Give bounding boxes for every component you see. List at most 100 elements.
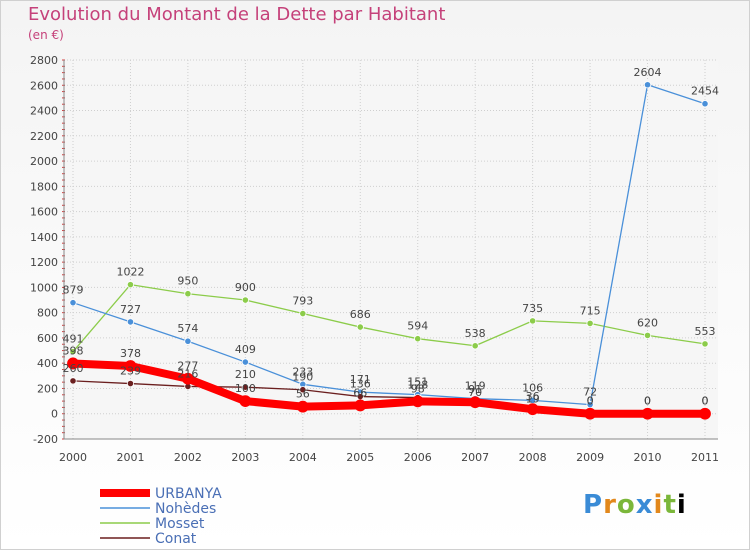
data-label-conat: 70 [468, 386, 482, 399]
y-tick-label: 2000 [30, 155, 58, 168]
x-tick-label: 2011 [691, 451, 719, 464]
x-tick-label: 2006 [404, 451, 432, 464]
x-tick-label: 2005 [346, 451, 374, 464]
data-label-urbanya: 378 [120, 347, 141, 360]
data-label-conat: 190 [292, 371, 313, 384]
x-tick-label: 2002 [174, 451, 202, 464]
x-tick-label: 2000 [59, 451, 87, 464]
y-tick-label: 1800 [30, 180, 58, 193]
y-tick-label: 0 [51, 408, 58, 421]
legend-label-urbanya: URBANYA [155, 486, 222, 502]
data-point-mosset [414, 335, 422, 343]
data-label-nohdes: 106 [522, 381, 543, 394]
data-label-mosset: 553 [695, 325, 716, 338]
data-label-mosset: 793 [292, 295, 313, 308]
data-point-urbanya [124, 360, 137, 372]
data-label-urbanya: 36 [526, 390, 540, 403]
data-point-urbanya [296, 400, 309, 413]
data-label-conat: 19 [526, 392, 540, 405]
data-point-urbanya [182, 372, 194, 385]
data-label-urbanya: 0 [702, 395, 709, 408]
y-tick-label: 2600 [30, 79, 58, 92]
data-label-mosset: 686 [350, 308, 371, 321]
data-point-nohdes [643, 81, 652, 89]
data-label-urbanya: 98 [411, 382, 425, 395]
legend-label-mosset: Mosset [155, 516, 205, 532]
data-point-urbanya [67, 357, 79, 370]
data-label-mosset: 735 [522, 302, 543, 315]
y-tick-label: 1600 [30, 206, 58, 219]
series-line-mosset [72, 283, 706, 353]
data-label-mosset: 594 [407, 320, 428, 333]
data-label-urbanya: 398 [63, 344, 84, 357]
data-point-urbanya [526, 403, 539, 416]
data-label-nohdes: 727 [120, 303, 141, 316]
data-label-mosset: 900 [235, 281, 256, 294]
data-label-conat: 239 [120, 365, 141, 378]
data-label-mosset: 1022 [116, 266, 144, 279]
x-tick-label: 2003 [231, 451, 259, 464]
data-label-urbanya: 66 [353, 386, 367, 399]
data-point-nohdes [241, 358, 249, 366]
y-tick-label: 2200 [30, 130, 58, 143]
data-point-mosset [299, 309, 307, 318]
data-label-nohdes: 574 [177, 322, 198, 335]
data-label-conat: 0 [587, 395, 594, 408]
x-tick-label: 2004 [289, 451, 317, 464]
data-label-nohdes: 72 [583, 386, 597, 399]
data-label-conat: 210 [235, 368, 256, 381]
data-point-mosset [184, 290, 192, 298]
data-point-nohdes [69, 299, 77, 307]
y-tick-label: 600 [37, 332, 58, 345]
data-point-mosset [241, 296, 249, 304]
data-label-mosset: 620 [637, 316, 658, 329]
data-label-conat: 260 [63, 362, 84, 375]
data-point-mosset [586, 319, 594, 328]
data-label-urbanya: 0 [644, 395, 651, 408]
data-label-conat: 0 [702, 395, 709, 408]
data-label-nohdes: 171 [350, 373, 371, 386]
x-tick-label: 2010 [634, 451, 662, 464]
data-label-conat: 128 [407, 379, 428, 392]
chart-title: Evolution du Montant de la Dette par Hab… [28, 4, 446, 25]
y-tick-label: 1200 [30, 256, 58, 269]
proxiti-logo: Proxiti [583, 490, 687, 520]
y-tick-label: 400 [37, 357, 58, 370]
data-point-nohdes [126, 318, 135, 326]
chart-subtitle: (en €) [28, 28, 64, 42]
data-label-conat: 216 [177, 367, 198, 380]
data-point-urbanya [239, 395, 252, 408]
y-tick-label: 2400 [30, 105, 58, 118]
data-point-urbanya [411, 395, 424, 408]
y-tick-label: 200 [37, 382, 58, 395]
data-point-nohdes [184, 337, 192, 345]
data-point-mosset [643, 331, 652, 340]
plot-area [64, 60, 718, 439]
data-point-mosset [529, 317, 537, 325]
data-label-conat: 136 [350, 378, 371, 391]
data-label-nohdes: 233 [292, 365, 313, 378]
series-line-urbanya [69, 359, 709, 418]
x-tick-label: 2008 [519, 451, 547, 464]
data-point-conat [69, 377, 77, 385]
data-point-urbanya [354, 399, 367, 412]
data-point-mosset [126, 281, 135, 289]
data-label-mosset: 538 [465, 327, 486, 340]
data-label-nohdes: 119 [465, 380, 486, 393]
y-tick-label: 2800 [30, 54, 58, 67]
series-line-nohdes [72, 84, 706, 406]
data-label-conat: 0 [644, 395, 651, 408]
data-point-mosset [471, 342, 479, 350]
y-tick-label: 1000 [30, 281, 58, 294]
data-label-nohdes: 879 [63, 284, 84, 297]
data-label-urbanya: 0 [587, 395, 594, 408]
y-tick-label: 1400 [30, 231, 58, 244]
x-tick-label: 2007 [461, 451, 489, 464]
data-point-urbanya [641, 407, 654, 420]
data-label-nohdes: 151 [407, 376, 428, 389]
data-label-nohdes: 2604 [634, 66, 662, 79]
y-tick-label: 800 [37, 307, 58, 320]
data-point-mosset [69, 348, 77, 356]
data-point-urbanya [699, 407, 711, 420]
